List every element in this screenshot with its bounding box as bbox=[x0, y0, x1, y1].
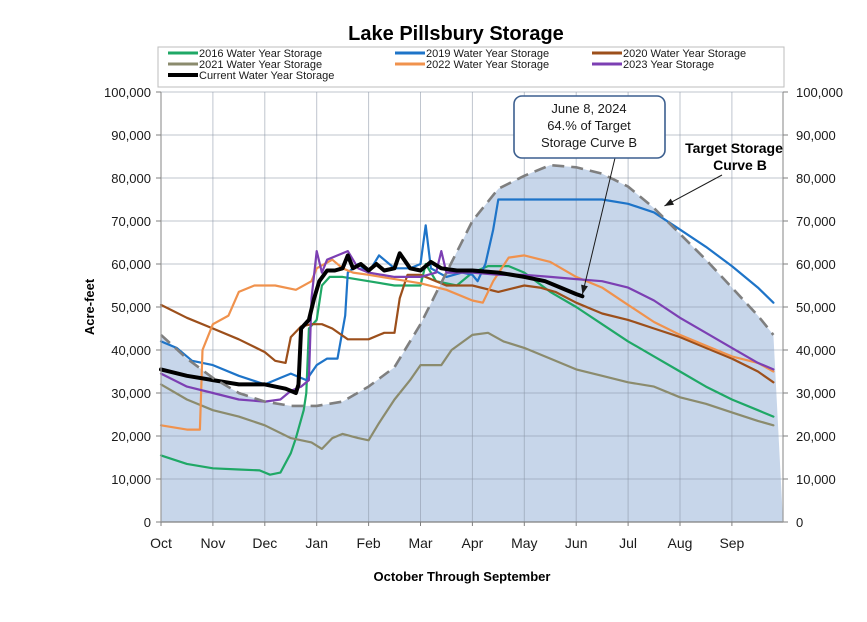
series-line-4 bbox=[159, 254, 775, 431]
legend-item-label: 2020 Water Year Storage bbox=[623, 48, 746, 60]
y-axis-left-ticks: 0 10,000 20,000 30,000 40,000 50,000 60,000 70,… bbox=[104, 85, 161, 530]
y-axis-title: Acre-feet bbox=[82, 278, 97, 335]
legend-box bbox=[157, 46, 785, 88]
y-tick-label-left: 30,000 bbox=[111, 386, 151, 401]
y-tick-label-right: 10,000 bbox=[796, 472, 836, 487]
y-tick-label-right: 50,000 bbox=[796, 300, 836, 315]
callout-line-3: Storage Curve B bbox=[541, 135, 637, 150]
legend-item-label: 2019 Water Year Storage bbox=[426, 48, 549, 60]
y-tick-label-right: 70,000 bbox=[796, 214, 836, 229]
series-line-2 bbox=[159, 273, 775, 384]
y-tick-label-left: 70,000 bbox=[111, 214, 151, 229]
callout-box bbox=[513, 95, 666, 159]
x-tick-label: Jun bbox=[565, 535, 588, 551]
x-tick-label: Feb bbox=[357, 535, 381, 551]
target-label-arrow bbox=[664, 174, 723, 207]
x-axis-ticks: Oct Nov Dec Jan Feb Mar Apr May Jun Jul Aug Sep bbox=[150, 522, 745, 551]
y-tick-label-left: 20,000 bbox=[111, 429, 151, 444]
y-tick-label-left: 50,000 bbox=[111, 300, 151, 315]
legend-item-label: 2021 Water Year Storage bbox=[199, 59, 322, 71]
x-axis-title: October Through September bbox=[374, 569, 551, 584]
callout-arrow bbox=[581, 157, 616, 295]
target-label-line-2: Curve B bbox=[713, 157, 767, 173]
legend-item-label: 2023 Year Storage bbox=[623, 59, 714, 71]
y-tick-label-right: 0 bbox=[796, 515, 803, 530]
y-axis-right-ticks: 0 10,000 20,000 30,000 40,000 50,000 60,000 70,… bbox=[783, 85, 843, 530]
legend-item-label: 2022 Water Year Storage bbox=[426, 59, 549, 71]
y-tick-label-right: 60,000 bbox=[796, 257, 836, 272]
chart-title: Lake Pillsbury Storage bbox=[348, 23, 564, 45]
x-tick-label: Oct bbox=[150, 535, 172, 551]
x-tick-label: Jul bbox=[619, 535, 637, 551]
y-tick-label-right: 90,000 bbox=[796, 128, 836, 143]
x-tick-label: Nov bbox=[200, 535, 225, 551]
y-tick-label-left: 0 bbox=[144, 515, 151, 530]
legend-item-label: 2016 Water Year Storage bbox=[199, 48, 322, 60]
y-tick-label-left: 90,000 bbox=[111, 128, 151, 143]
x-tick-label: Apr bbox=[462, 535, 484, 551]
target-storage-label: Target Storage Curve B bbox=[664, 140, 783, 207]
x-tick-label: Dec bbox=[252, 535, 277, 551]
x-tick-label: Jan bbox=[305, 535, 328, 551]
target-curve-line bbox=[160, 163, 775, 408]
y-tick-label-right: 30,000 bbox=[796, 386, 836, 401]
series-line-0 bbox=[159, 262, 775, 476]
callout-arrowhead bbox=[581, 284, 588, 295]
legend-item-label: Current Water Year Storage bbox=[199, 70, 334, 82]
series-lines bbox=[159, 198, 775, 476]
y-tick-label-right: 100,000 bbox=[796, 85, 843, 100]
y-tick-label-left: 10,000 bbox=[111, 472, 151, 487]
series-line-6 bbox=[159, 251, 585, 395]
callout-line-2: 64.% of Target bbox=[547, 118, 631, 133]
series-line-5 bbox=[159, 250, 775, 403]
y-tick-label-right: 20,000 bbox=[796, 429, 836, 444]
series-line-1 bbox=[159, 198, 775, 386]
gridlines bbox=[161, 91, 783, 522]
y-tick-label-right: 40,000 bbox=[796, 343, 836, 358]
legend: 2016 Water Year Storage 2019 Water Year S… bbox=[157, 46, 785, 88]
target-label-arrowhead bbox=[664, 198, 675, 206]
plot-area bbox=[159, 91, 784, 523]
y-tick-label-left: 80,000 bbox=[111, 171, 151, 186]
y-tick-label-left: 100,000 bbox=[104, 85, 151, 100]
series-line-3 bbox=[159, 331, 775, 450]
y-tick-label-right: 80,000 bbox=[796, 171, 836, 186]
x-tick-label: Mar bbox=[408, 535, 432, 551]
target-label-line-1: Target Storage bbox=[685, 140, 783, 156]
x-tick-label: May bbox=[511, 535, 537, 551]
callout-line-1: June 8, 2024 bbox=[551, 101, 626, 116]
y-tick-label-left: 60,000 bbox=[111, 257, 151, 272]
y-tick-label-left: 40,000 bbox=[111, 343, 151, 358]
x-tick-label: Sep bbox=[719, 535, 744, 551]
date-callout: June 8, 2024 64.% of Target Storage Curv… bbox=[513, 95, 666, 295]
x-tick-label: Aug bbox=[668, 535, 693, 551]
